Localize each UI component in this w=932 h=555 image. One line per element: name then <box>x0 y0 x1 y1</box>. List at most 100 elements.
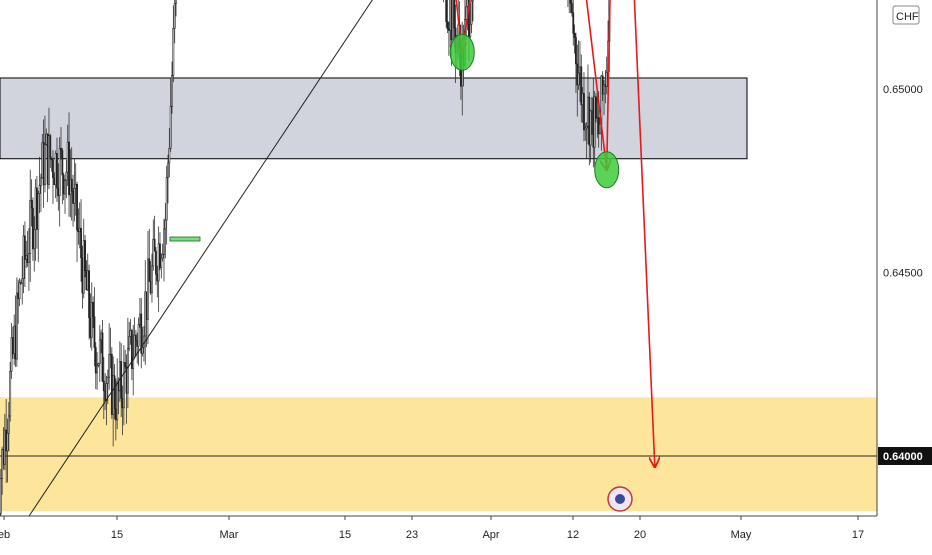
candle-body <box>119 361 120 390</box>
candle-body <box>605 85 606 87</box>
candle <box>110 328 111 369</box>
candle-body <box>590 111 591 145</box>
candle-body <box>171 75 172 106</box>
price-axis[interactable]: 0.670000.665000.660000.655000.650000.645… <box>877 0 932 550</box>
candle-body <box>593 99 594 148</box>
candle-body <box>154 239 155 251</box>
wave-arrows[interactable] <box>213 0 654 467</box>
candle <box>127 318 128 408</box>
candle-body <box>59 148 60 195</box>
candle <box>447 0 448 33</box>
candle-body <box>84 241 85 271</box>
candle-body <box>46 134 47 144</box>
time-tick-label: Mar <box>220 529 239 541</box>
candle-body <box>470 24 471 36</box>
candle-body <box>146 292 147 320</box>
candle-body <box>79 228 80 232</box>
candle <box>111 347 112 419</box>
candle <box>138 317 139 365</box>
currency-badge-label: CHF <box>896 11 919 23</box>
candle <box>578 40 579 90</box>
candle <box>130 319 131 345</box>
candle <box>32 197 33 260</box>
candle-body <box>451 0 452 40</box>
candle <box>93 296 94 328</box>
time-tick-label: Apr <box>482 529 499 541</box>
candle-body <box>167 163 168 178</box>
candle <box>134 317 135 359</box>
candle-body <box>60 148 61 150</box>
candle-body <box>448 29 449 31</box>
candle-body <box>80 228 81 258</box>
candle-body <box>149 259 150 281</box>
candle-body <box>127 348 128 393</box>
candle-body <box>24 236 25 259</box>
candle <box>88 265 89 340</box>
candle-body <box>19 283 20 299</box>
candle <box>47 133 48 202</box>
candle-body <box>577 64 578 85</box>
candle-body <box>145 292 146 336</box>
candle <box>26 241 27 268</box>
candle <box>80 199 81 282</box>
candle <box>173 5 174 82</box>
candle-body <box>606 72 607 86</box>
candle-body <box>102 333 103 381</box>
horizontal-levels <box>0 0 877 456</box>
candle-body <box>88 271 89 318</box>
candle-body <box>4 430 5 464</box>
candle <box>24 221 25 287</box>
price-tick-label: 0.64000 <box>883 451 923 463</box>
projection-arrow[interactable] <box>623 0 655 467</box>
logo-center <box>615 494 625 504</box>
candle-body <box>64 180 65 194</box>
candle <box>149 229 150 282</box>
candle <box>158 226 159 312</box>
candle <box>90 293 91 347</box>
candle <box>471 0 472 33</box>
candle-body <box>161 258 162 267</box>
candle-body <box>86 271 87 290</box>
candle-body <box>110 354 111 355</box>
candle <box>72 175 73 227</box>
candle <box>166 166 167 245</box>
candle-body <box>67 142 68 172</box>
candle-body <box>138 325 139 347</box>
candle <box>31 179 32 226</box>
candle <box>27 231 28 267</box>
candle-body <box>12 338 13 354</box>
candle-body <box>111 354 112 414</box>
candle <box>595 93 596 122</box>
candle <box>142 327 143 357</box>
candle-body <box>83 241 84 294</box>
candle <box>161 253 162 278</box>
candle-body <box>118 382 119 391</box>
candle <box>63 173 64 200</box>
candle-body <box>20 283 21 284</box>
candle-body <box>15 326 16 359</box>
candle <box>155 247 156 285</box>
candle-body <box>91 302 92 337</box>
candle <box>151 254 152 303</box>
candle <box>159 232 160 270</box>
candle-body <box>137 341 138 347</box>
candle-body <box>103 381 104 391</box>
candle-body <box>11 338 12 372</box>
candle-body <box>595 97 596 118</box>
candle <box>117 358 118 429</box>
candle-body <box>446 0 447 22</box>
candle <box>153 220 154 271</box>
candle-body <box>22 279 23 283</box>
candle-body <box>66 172 67 180</box>
candle <box>11 323 12 379</box>
candle-body <box>16 293 17 359</box>
candle <box>75 163 76 215</box>
candle-body <box>94 317 95 348</box>
candle <box>62 148 63 204</box>
watermark-logo <box>608 487 632 511</box>
candle-body <box>23 236 24 279</box>
price-tick-label: 0.65000 <box>883 84 923 96</box>
